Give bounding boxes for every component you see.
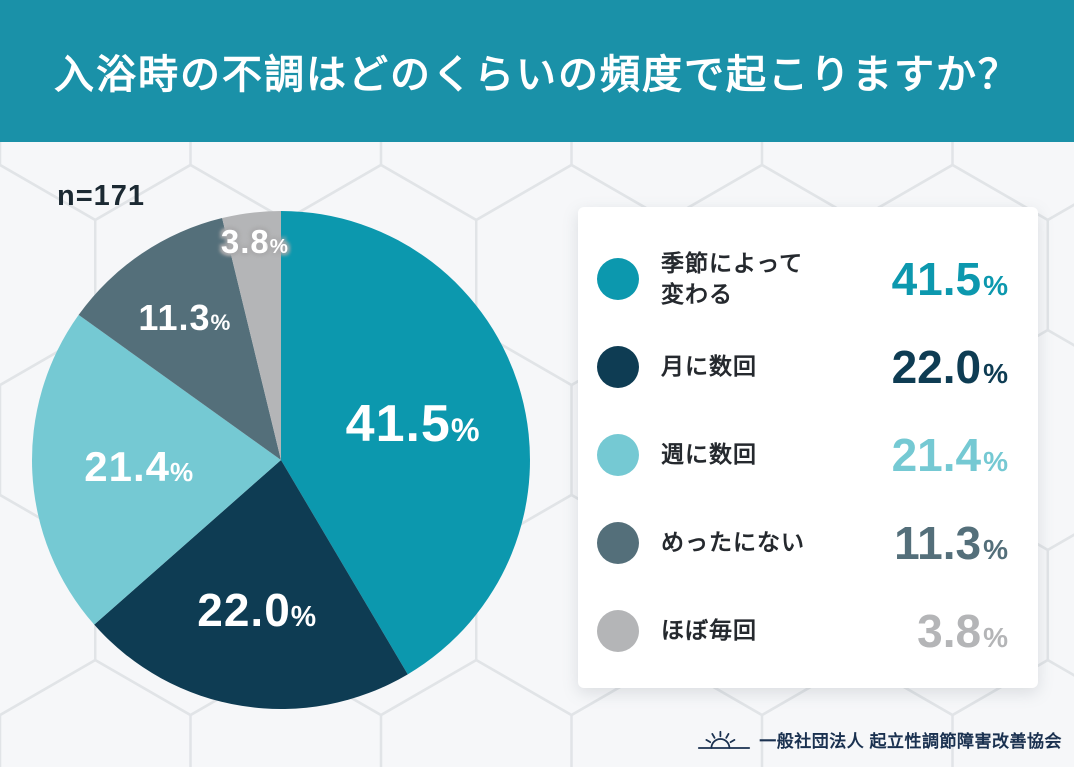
organization-name: 一般社団法人 起立性調節障害改善協会 [759,731,1062,751]
percent-sign: % [210,309,232,335]
legend-dot-cyan [597,434,639,476]
legend-row-1: 月に数回 22.0% [597,323,1008,411]
legend-dot-navy [597,346,639,388]
legend-dot-teal [597,258,639,300]
legend-label: 季節によって 変わる [661,249,804,307]
legend-card: 季節によって 変わる 41.5% 月に数回 22.0% 週に数回 21.4% め… [578,207,1038,688]
legend-label: ほぼ毎回 [661,617,757,644]
pie-slice-3 [78,218,281,460]
pie-slice-label-4: 3.8% [220,223,289,261]
legend-row-3: めったにない 11.3% [597,499,1008,587]
legend-value: 3.8% [917,605,1008,657]
percent-sign: % [983,358,1008,389]
percent-sign: % [983,622,1008,653]
legend-value: 11.3% [894,517,1008,569]
pie-slice-1 [94,460,408,709]
pie-slice-0 [281,211,530,675]
pie-slice-label-0: 41.5% [345,394,481,453]
legend-row-2: 週に数回 21.4% [597,411,1008,499]
header-banner: 入浴時の不調はどのくらいの頻度で起こりますか？ [0,0,1074,142]
legend-row-0: 季節によって 変わる 41.5% [597,235,1008,323]
page-title: 入浴時の不調はどのくらいの頻度で起こりますか？ [54,53,1020,97]
pie-slice-4 [222,211,281,460]
pie-chart-svg [31,211,530,709]
legend-label: 月に数回 [661,353,757,380]
legend-label: めったにない [661,529,805,556]
legend-row-4: ほぼ毎回 3.8% [597,587,1008,675]
legend-dot-gray [597,610,639,652]
sunrise-icon [698,730,751,749]
percent-sign: % [290,601,318,633]
percent-sign: % [269,235,289,259]
percent-sign: % [450,411,481,448]
percent-sign: % [983,534,1008,565]
footer-credit: 一般社団法人 起立性調節障害改善協会 [697,722,1062,756]
percent-sign: % [983,270,1008,301]
pie-slice-label-2: 21.4% [84,443,195,491]
legend-value: 41.5% [891,253,1008,305]
pie-slice-label-3: 11.3% [138,296,232,338]
percent-sign: % [983,446,1008,477]
sample-size-label: n=171 [57,180,146,212]
legend-value: 21.4% [891,429,1008,481]
pie-slice-2 [31,314,282,625]
pie-slice-label-1: 22.0% [197,584,318,636]
percent-sign: % [169,457,195,488]
legend-value: 22.0% [891,341,1008,393]
pie-chart: 41.5% 22.0% 21.4% 11.3% 3.8% [21,200,541,720]
legend-label: 週に数回 [661,441,757,468]
legend-dot-slate [597,522,639,564]
